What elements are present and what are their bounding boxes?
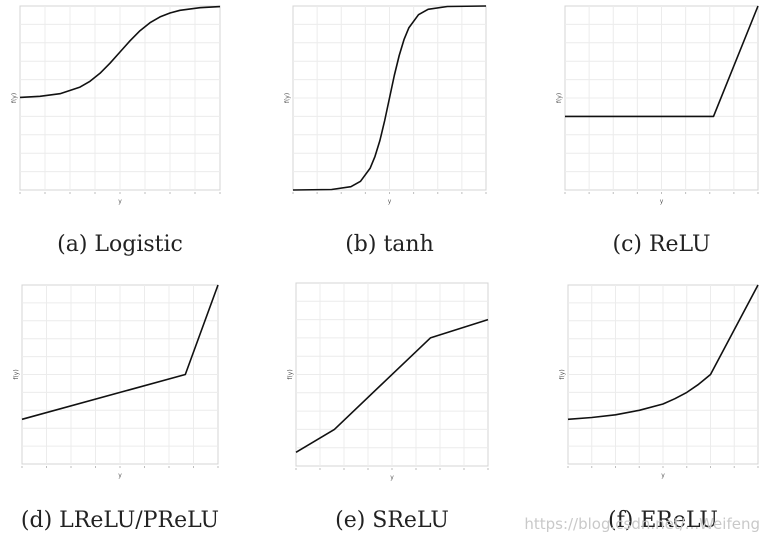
plot-logistic: y f(y) (11, 5, 221, 205)
y-axis-label: f(y) (559, 369, 566, 379)
plot-relu: y f(y) (556, 5, 759, 205)
series-line (292, 5, 487, 191)
y-axis-label: f(y) (287, 369, 294, 379)
caption-tanh: (b) tanh (345, 232, 434, 257)
x-axis-label: y (660, 198, 664, 205)
series-line (21, 284, 219, 421)
y-axis-label: f(y) (284, 93, 291, 103)
caption-srelu: (e) SReLU (335, 508, 449, 533)
x-axis-label: y (388, 198, 392, 205)
caption-lrelu-prelu: (d) LReLU/PReLU (20, 508, 220, 533)
x-axis-label: y (390, 474, 394, 481)
plot-srelu: y f(y) (287, 282, 489, 481)
y-axis-label: f(y) (556, 93, 563, 103)
plot-lrelu-prelu: y f(y) (13, 284, 219, 479)
plot-erelu: y f(y) (559, 284, 759, 479)
series-line (565, 5, 759, 118)
caption-logistic: (a) Logistic (57, 232, 183, 257)
y-axis-label: f(y) (11, 93, 18, 103)
caption-erelu: (f) EReLU (608, 508, 718, 533)
series-line (19, 5, 221, 99)
plot-tanh: y f(y) (284, 5, 487, 205)
y-axis-label: f(y) (13, 369, 20, 379)
watermark: https://blog.csdn.net/...Weifeng (524, 515, 760, 533)
series-line (567, 284, 759, 421)
series-line (295, 318, 489, 453)
x-axis-label: y (118, 198, 122, 205)
x-axis-label: y (118, 472, 122, 479)
caption-relu: (c) ReLU (612, 232, 711, 257)
x-axis-label: y (661, 472, 665, 479)
